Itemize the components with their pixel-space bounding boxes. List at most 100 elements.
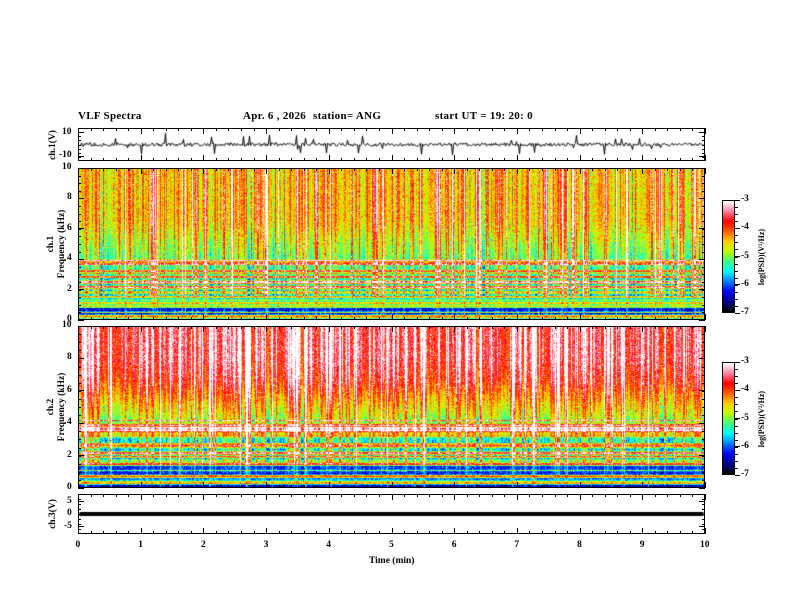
ch3-waveform-yminor (78, 519, 81, 520)
ch1-spectrogram-xtick-bottom (341, 317, 343, 320)
ch2-spectrogram-xtick-bottom (90, 485, 92, 488)
ch1-waveform-xtick-bottom (617, 158, 619, 161)
ch3-waveform-xtick-bottom (341, 531, 343, 534)
ch2-spectrogram-xtick (140, 326, 142, 332)
ch3-waveform-xtick (215, 494, 217, 497)
ch1-spectrogram-yminor (78, 221, 81, 223)
ch2-spectrogram-xtick-bottom (541, 485, 543, 488)
ch1-spectrogram-xtick (140, 168, 142, 174)
ch2-colorbar-minor (735, 446, 738, 448)
ch1-colorbar-label: log(PSD)(V²/Hz) (757, 228, 766, 285)
ch1-spectrogram-yminor (78, 266, 81, 268)
ch2-spectrogram-xtick-bottom (228, 485, 230, 488)
ch1-waveform-xtick-bottom (115, 158, 117, 161)
ch2-colorbar-tick (735, 474, 740, 476)
ch1-waveform-xtick-bottom (165, 158, 167, 161)
ch2-spectrogram-yminor (78, 447, 81, 449)
ch1-spectrogram-yminor (78, 259, 81, 261)
ch1-waveform-xtick-bottom (228, 158, 230, 161)
ch2-spectrogram-xtick-bottom (140, 482, 142, 488)
ch1-spectrogram-yminor-right (702, 282, 705, 283)
ch3-waveform-xtick-bottom (529, 531, 531, 534)
ch2-spectrogram-xtick-bottom (303, 485, 305, 488)
ch1-waveform-xtick (592, 128, 594, 131)
ch1-spectrogram-xtick-bottom (391, 314, 393, 320)
ch1-spectrogram-xtick-bottom (667, 317, 669, 320)
ch3-waveform-xtick (604, 494, 606, 497)
ch1-waveform-xtick (215, 128, 217, 131)
ch2-spectrogram-ytick-label: 6 (67, 384, 72, 395)
ch2-spectrogram-xtick-bottom (579, 482, 581, 488)
ch2-spectrogram-xtick-bottom (353, 485, 355, 488)
ch3-waveform-xtick-bottom (203, 528, 205, 534)
ch1-spectrogram-xtick (579, 168, 581, 174)
ch1-waveform-xtick (203, 128, 205, 134)
ch1-waveform-xtick-bottom (90, 158, 92, 161)
ch2-spectrogram-ytick (78, 455, 84, 457)
ch1-colorbar-minor (735, 214, 738, 216)
ch3-waveform-xtick (90, 494, 92, 497)
ch2-spectrogram-yminor-right (702, 415, 705, 417)
ch1-spectrogram-yminor-right (702, 312, 705, 314)
ch1-colorbar-minor (735, 228, 738, 230)
ch3-waveform-xtick-bottom (429, 531, 431, 534)
ch1-colorbar-minor (735, 305, 738, 307)
ch2-colorbar-minor (735, 369, 738, 371)
ch1-waveform-xtick (328, 128, 330, 134)
ch2-spectrogram-xtick (328, 326, 330, 332)
ch1-spectrogram-xtick (241, 168, 243, 171)
ch1-spectrogram-xtick (654, 168, 656, 171)
ch2-spectrogram-xtick (579, 326, 581, 332)
ch2-colorbar-tick-label: -7 (741, 469, 749, 479)
ch1-spectrogram-yminor (78, 304, 81, 306)
ch2-spectrogram-xtick-bottom (441, 485, 443, 488)
ch2-spectrogram-xtick (266, 326, 268, 332)
ch2-spectrogram-xtick-bottom (165, 485, 167, 488)
ch2-spectrogram-xtick (278, 326, 280, 329)
ch1-waveform-ytick-label: 10 (62, 126, 72, 137)
ch3-waveform-xtick (466, 494, 468, 497)
ch2-spectrogram-xtick (391, 326, 393, 332)
ch2-spectrogram-xtick-bottom (667, 485, 669, 488)
ch2-spectrogram-xtick-bottom (178, 485, 180, 488)
ch2-spectrogram-ytick-right (699, 487, 705, 489)
ch1-spectrogram-xtick-bottom (541, 317, 543, 320)
ch1-waveform-xtick (679, 128, 681, 131)
ch2-spectrogram-xtick-bottom (705, 482, 706, 488)
ch1-spectrogram-xtick (554, 168, 556, 171)
ch2-spectrogram-yminor-right (702, 342, 705, 344)
ch1-spectrogram-xtick (103, 168, 105, 171)
ch1-spectrogram-yminor (78, 190, 81, 192)
ch1-spectrogram-xtick (203, 168, 205, 174)
ch3-waveform-xtick-bottom (679, 531, 681, 534)
ch3-waveform-ytick-right (699, 501, 705, 502)
ch1-spectrogram-xtick (504, 168, 506, 171)
ch2-spectrogram-xtick (529, 326, 531, 329)
ch3-waveform-xtick-bottom (128, 531, 130, 534)
x-axis-label: Time (min) (369, 556, 415, 566)
ch3-waveform-xtick (316, 494, 318, 497)
ch2-spectrogram-yminor (78, 334, 81, 336)
ch1-colorbar-canvas (723, 201, 734, 312)
ch3-waveform-xtick (203, 494, 205, 500)
ch2-spectrogram-xtick-bottom (278, 485, 280, 488)
ch1-colorbar-minor (735, 256, 738, 258)
xtick-label: 6 (451, 540, 457, 550)
ch1-spectrogram-xtick (165, 168, 167, 171)
ch1-spectrogram-xtick (366, 168, 368, 171)
ch2-spectrogram-xtick-bottom (78, 482, 79, 488)
ch1-spectrogram-xtick-bottom (78, 314, 79, 320)
ch1-waveform-xtick-bottom (278, 158, 280, 161)
ch2-spectrogram-xtick (429, 326, 431, 329)
ch1-waveform-xtick (466, 128, 468, 131)
ch1-waveform-xtick (140, 128, 142, 134)
ch3-waveform-canvas (79, 495, 704, 533)
ch3-waveform-xtick-bottom (328, 528, 330, 534)
ch3-waveform-xtick (341, 494, 343, 497)
ch2-spectrogram-xtick-bottom (529, 485, 531, 488)
ch2-spectrogram-xtick-bottom (215, 485, 217, 488)
ch1-waveform-xtick (366, 128, 368, 131)
ch1-spectrogram-yminor (78, 297, 81, 299)
ch1-spectrogram-yminor (78, 289, 81, 291)
figure-station: station= ANG (313, 110, 382, 122)
